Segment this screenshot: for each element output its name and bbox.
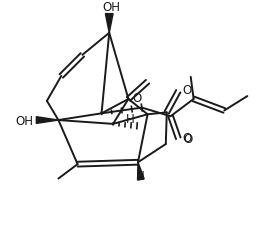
Text: OH: OH [102, 1, 120, 14]
Text: H: H [126, 112, 135, 125]
Text: OH: OH [16, 114, 34, 127]
Text: O: O [182, 83, 192, 97]
Text: H: H [136, 169, 144, 182]
Polygon shape [137, 162, 144, 180]
Text: O: O [182, 131, 192, 144]
Text: O: O [132, 92, 142, 105]
Polygon shape [36, 117, 59, 124]
Polygon shape [105, 15, 113, 34]
Text: O: O [183, 132, 192, 145]
